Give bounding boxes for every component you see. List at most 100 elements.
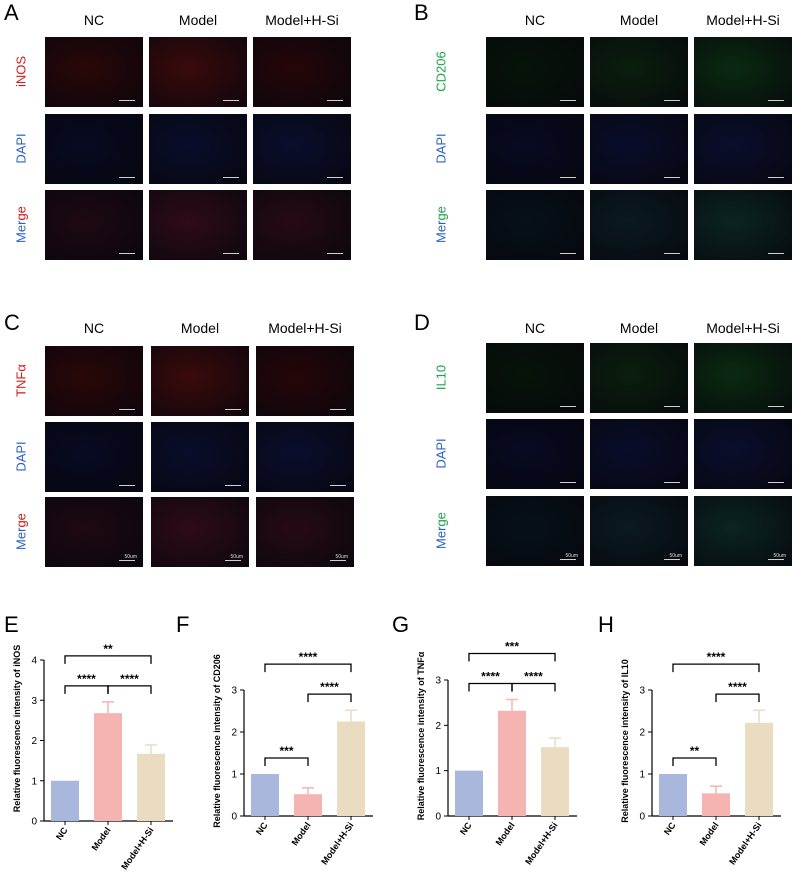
micrograph-image <box>694 419 792 489</box>
scale-bar <box>560 482 576 483</box>
x-tick-label: NC <box>254 820 270 837</box>
scale-bar <box>330 485 346 486</box>
micrograph-image <box>253 114 351 184</box>
column-header: Model+H-Si <box>706 320 780 336</box>
significance-label: **** <box>481 669 500 683</box>
micrograph-image <box>149 114 247 184</box>
significance-label: **** <box>120 672 139 686</box>
micrograph-image: 50um <box>694 496 792 566</box>
y-tick-label: 1 <box>639 770 645 781</box>
x-tick-label: NC <box>662 820 678 837</box>
scale-bar <box>119 409 135 410</box>
micrograph-image <box>45 346 143 416</box>
x-tick-label: Model+H-Si <box>523 820 559 866</box>
scale-bar <box>223 100 239 101</box>
significance-label: **** <box>299 650 318 664</box>
column-header: Model <box>178 12 218 28</box>
micrograph-image <box>253 37 351 107</box>
row-label: CD206 <box>433 51 449 92</box>
y-tick-label: 0 <box>435 812 441 823</box>
scale-bar <box>768 177 784 178</box>
micrograph-image <box>486 419 584 489</box>
row-label: Merge <box>13 206 29 243</box>
y-tick-label: 3 <box>639 686 645 697</box>
micrograph-image <box>256 422 354 492</box>
scale-bar-label: 50um <box>773 553 786 559</box>
scale-bar <box>327 100 343 101</box>
micrograph-image <box>694 37 792 107</box>
micrograph-image <box>590 343 688 413</box>
scale-bar <box>560 253 576 254</box>
row-label: Merge <box>433 206 449 243</box>
significance-bracket <box>107 685 152 694</box>
significance-bracket <box>511 682 556 692</box>
scale-bar <box>225 409 241 410</box>
x-tick-label: Model+H-Si <box>119 825 155 871</box>
bar-chart-tnfa: 0 1 2 3 Relative fluorescence intensity of T… <box>416 639 577 867</box>
scale-bar <box>560 177 576 178</box>
y-axis-title: Relative fluorescence intensity of TNFα <box>416 651 426 820</box>
row-label: Merge <box>13 513 29 550</box>
micrograph-image <box>151 422 249 492</box>
micrograph-image: 50um <box>256 497 354 567</box>
micrograph-image <box>45 422 143 492</box>
column-header: Model+H-Si <box>265 12 339 28</box>
micrograph-image <box>486 343 584 413</box>
scale-bar <box>119 253 135 254</box>
column-header: Model+H-Si <box>268 320 342 336</box>
scale-bar <box>664 406 680 407</box>
significance-bracket <box>64 685 109 694</box>
bar <box>498 710 526 816</box>
micrograph-image <box>45 190 143 260</box>
x-tick-label: Model <box>290 820 313 847</box>
panel-letter-e: E <box>4 612 19 637</box>
significance-bracket <box>468 682 513 692</box>
significance-label: **** <box>728 680 747 694</box>
panel-letter-f: F <box>176 612 190 637</box>
micrograph-image <box>256 346 354 416</box>
y-tick-label: 1 <box>231 770 237 781</box>
y-tick-label: 2 <box>231 728 237 739</box>
y-tick-label: 0 <box>231 812 237 823</box>
y-tick-label: 3 <box>435 676 441 687</box>
bar <box>294 794 322 816</box>
bar-chart-inos: 0 1 2 3 4 Relative fluorescence intensity of … <box>12 642 173 872</box>
y-tick-label: 0 <box>31 817 37 828</box>
scale-bar-label: 50um <box>565 553 578 559</box>
y-tick-label: 3 <box>31 696 37 707</box>
x-tick-label: NC <box>458 820 474 837</box>
row-label: DAPI <box>13 441 29 472</box>
micrograph-image: 50um <box>151 497 249 567</box>
scale-bar <box>560 559 576 560</box>
y-tick-label: 2 <box>31 736 37 747</box>
y-tick-label: 2 <box>639 728 645 739</box>
significance-bracket <box>264 757 309 766</box>
bar <box>94 713 122 821</box>
scale-bar <box>330 560 346 561</box>
row-label: IL10 <box>433 364 449 391</box>
scale-bar <box>664 177 680 178</box>
significance-bracket <box>64 655 152 664</box>
row-label: DAPI <box>433 438 449 469</box>
bar <box>337 721 365 816</box>
bar <box>137 753 165 821</box>
scale-bar <box>768 253 784 254</box>
scale-bar <box>664 100 680 101</box>
panel-letter-a: A <box>4 0 19 25</box>
micrograph-image: 50um <box>486 496 584 566</box>
scale-bar <box>327 253 343 254</box>
micrograph-image <box>45 114 143 184</box>
micrograph-image <box>151 346 249 416</box>
scale-bar <box>768 100 784 101</box>
x-tick-label: Model <box>494 820 517 847</box>
scale-bar <box>225 560 241 561</box>
micrograph-image <box>694 343 792 413</box>
scale-bar <box>223 253 239 254</box>
micrograph-image: 50um <box>590 496 688 566</box>
panel-letter-b: B <box>414 0 429 25</box>
column-header: NC <box>83 320 105 336</box>
scale-bar <box>768 559 784 560</box>
y-axis-title: Relative fluorescence intensity of iNOS <box>12 645 22 813</box>
significance-label: ** <box>103 642 113 656</box>
x-tick-label: NC <box>54 825 70 842</box>
